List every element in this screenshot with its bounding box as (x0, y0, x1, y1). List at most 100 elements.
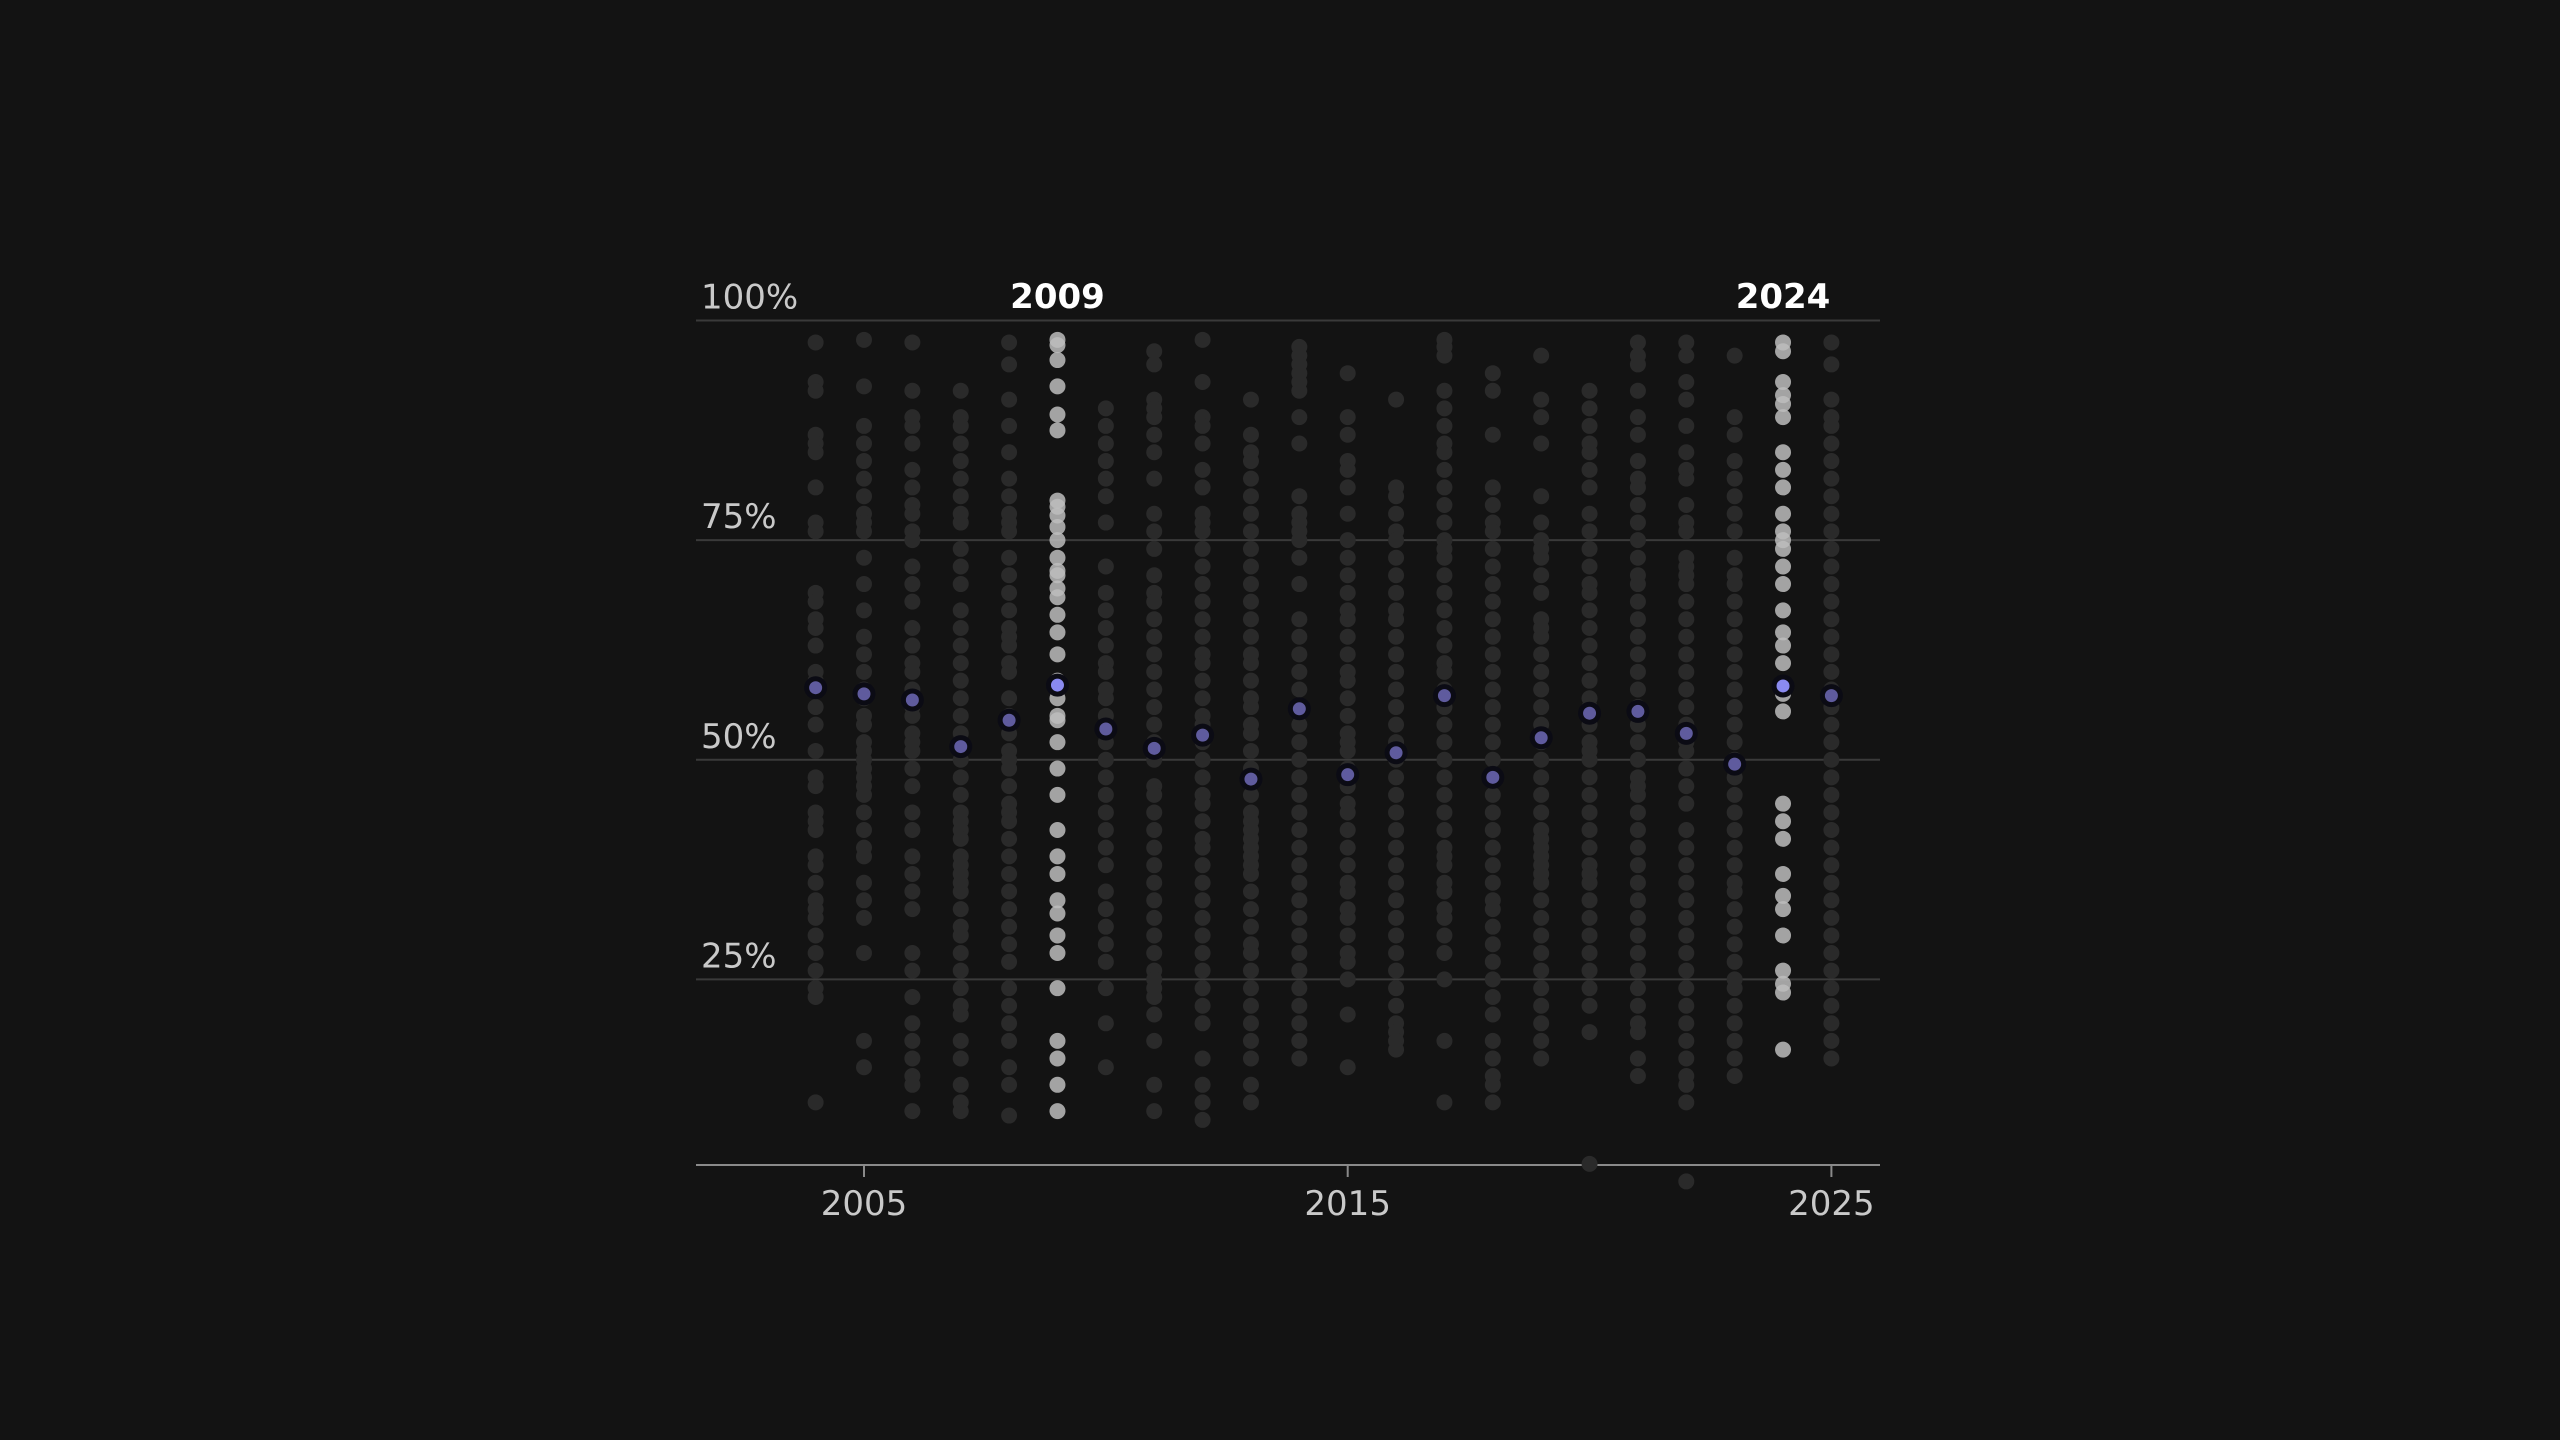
data-point (1194, 611, 1211, 628)
data-point (1146, 945, 1163, 962)
data-point (1001, 848, 1018, 865)
data-point (1242, 672, 1259, 689)
data-point (1339, 953, 1356, 970)
data-point (1242, 725, 1259, 742)
data-point (1436, 883, 1453, 900)
data-point (1629, 1068, 1646, 1085)
data-point (952, 637, 969, 654)
data-point (1484, 936, 1501, 953)
data-point (1001, 980, 1018, 997)
data-point (856, 435, 872, 452)
data-point (1146, 874, 1163, 891)
data-point (1484, 540, 1501, 557)
data-point (1388, 927, 1405, 944)
data-point (1291, 751, 1308, 768)
data-point-highlighted (1049, 589, 1066, 606)
data-point (1388, 1041, 1405, 1058)
data-point (952, 962, 969, 979)
data-point (1823, 435, 1840, 452)
tick-labels: 25% 50% 75% 100% 2005 2015 2025 2009 2024 (701, 277, 1875, 1224)
data-point (952, 707, 969, 724)
data-point (1678, 1076, 1695, 1093)
data-point (1291, 909, 1308, 926)
data-point (1339, 549, 1356, 566)
data-point (1629, 479, 1646, 496)
data-point (1581, 558, 1598, 575)
data-point (904, 988, 921, 1005)
data-point (1581, 1024, 1598, 1041)
data-point (1678, 334, 1695, 351)
data-point (952, 927, 969, 944)
data-point (1339, 883, 1356, 900)
data-point (1678, 681, 1695, 698)
data-point (1388, 786, 1405, 803)
data-point (952, 655, 969, 672)
data-point (1436, 347, 1453, 364)
data-point (1146, 804, 1163, 821)
data-point (1581, 461, 1598, 478)
data-point (904, 637, 921, 654)
data-point (1484, 382, 1501, 399)
data-point-highlighted (1775, 984, 1792, 1001)
data-point (1533, 567, 1550, 584)
data-point (1291, 488, 1308, 505)
data-point (1001, 936, 1018, 953)
data-point (1194, 769, 1211, 786)
data-point (1678, 444, 1695, 461)
data-point (904, 382, 921, 399)
data-point (1339, 646, 1356, 663)
data-point (1726, 839, 1743, 856)
data-point (807, 334, 824, 351)
data-point (952, 1050, 969, 1067)
data-point (1533, 391, 1550, 408)
data-point-highlighted (1049, 352, 1066, 369)
data-point (1194, 461, 1211, 478)
data-point-highlighted (1049, 378, 1066, 395)
data-point (1678, 373, 1695, 390)
data-point (1533, 1015, 1550, 1032)
median-point (949, 735, 973, 759)
data-point (952, 470, 969, 487)
data-point (1146, 505, 1163, 522)
data-point (1097, 435, 1114, 452)
y-tick-label: 50% (701, 717, 777, 757)
data-point (904, 334, 921, 351)
data-point (1726, 488, 1743, 505)
data-point (1823, 734, 1840, 751)
data-point (1291, 804, 1308, 821)
data-point (1001, 549, 1018, 566)
data-point (1436, 1094, 1453, 1111)
data-point (1484, 646, 1501, 663)
data-point (1823, 417, 1840, 434)
data-point (1194, 813, 1211, 830)
data-point (1533, 980, 1550, 997)
data-point-highlighted (1775, 444, 1792, 461)
data-point (1291, 1050, 1308, 1067)
data-point (1823, 839, 1840, 856)
data-point (1242, 470, 1259, 487)
data-point (1194, 909, 1211, 926)
data-point (904, 778, 921, 795)
data-point (1823, 997, 1840, 1014)
data-point (1388, 584, 1405, 601)
data-point (1581, 602, 1598, 619)
data-point (856, 822, 872, 839)
data-point (1097, 488, 1114, 505)
data-point (1097, 584, 1114, 601)
data-point-highlighted (1775, 395, 1792, 412)
data-point-highlighted (1775, 558, 1792, 575)
data-point (1629, 874, 1646, 891)
data-point-highlighted (1775, 373, 1792, 390)
data-point (1388, 804, 1405, 821)
data-point (1146, 646, 1163, 663)
data-point (1533, 751, 1550, 768)
data-point (1001, 1059, 1018, 1076)
data-point (1581, 892, 1598, 909)
data-point-highlighted (1775, 865, 1792, 882)
data-point (1678, 663, 1695, 680)
data-point (1436, 567, 1453, 584)
data-point-highlighted (1049, 1103, 1066, 1120)
data-point-highlighted (1049, 406, 1066, 423)
data-point (1823, 716, 1840, 733)
data-point (1146, 409, 1163, 426)
